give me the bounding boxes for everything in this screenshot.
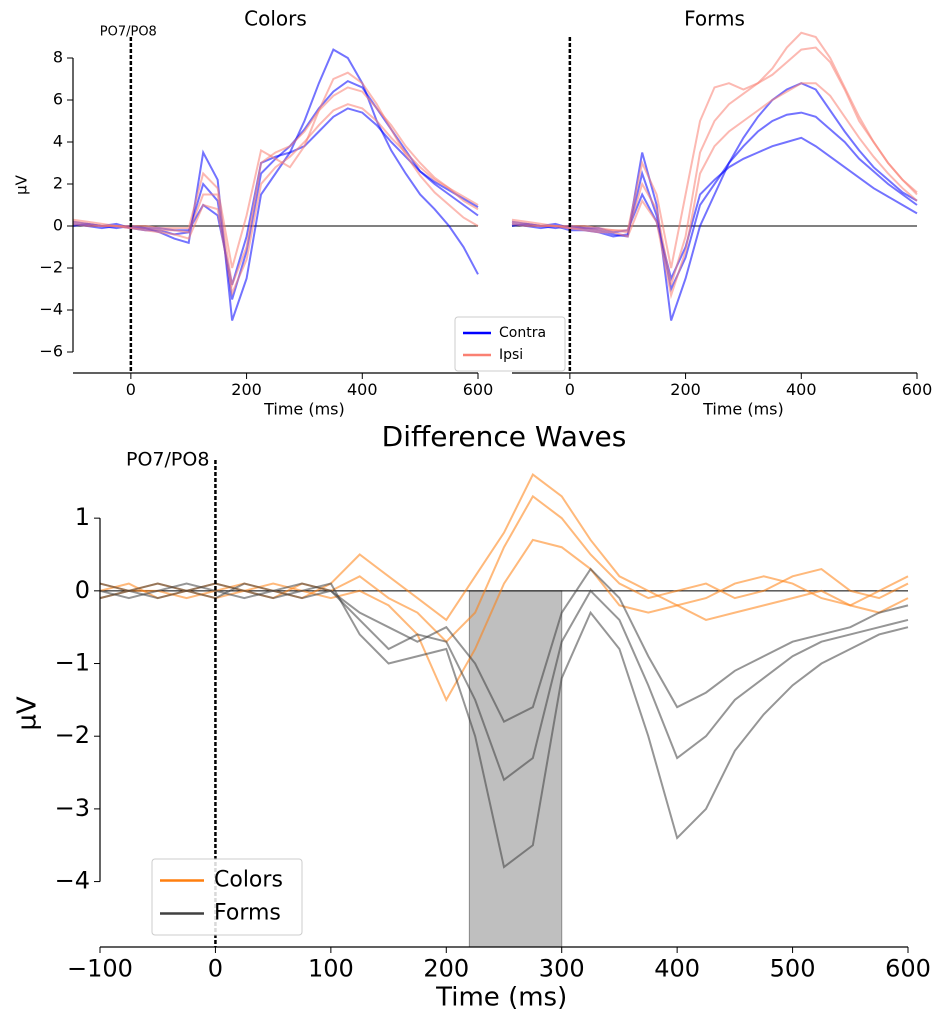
annotation: PO7/PO8 xyxy=(126,449,209,471)
y-tick-label: 8 xyxy=(53,48,63,67)
trace xyxy=(99,567,909,724)
x-tick-label: 200 xyxy=(670,380,701,399)
x-tick-label: 0 xyxy=(565,380,575,399)
trace xyxy=(511,136,918,282)
y-tick-label: 4 xyxy=(53,132,63,151)
chart-title: Forms xyxy=(684,7,745,31)
x-tick-label: 500 xyxy=(770,954,816,982)
trace xyxy=(511,82,918,321)
trace xyxy=(72,103,479,297)
y-tick-label: 0 xyxy=(75,576,90,604)
x-tick-label: 600 xyxy=(902,380,933,399)
trace xyxy=(99,473,909,622)
annotation: PO7/PO8 xyxy=(100,25,157,40)
trace xyxy=(511,46,918,286)
chart-title: Colors xyxy=(244,7,307,31)
x-axis-label: Time (ms) xyxy=(702,399,784,418)
x-tick-label: 300 xyxy=(539,954,585,982)
trace xyxy=(511,111,918,293)
x-tick-label: 0 xyxy=(126,380,136,399)
y-tick-label: 0 xyxy=(53,216,63,235)
y-tick-label: 1 xyxy=(75,503,90,531)
x-tick-label: −100 xyxy=(67,954,133,982)
y-tick-label: 6 xyxy=(53,90,63,109)
legend: Contra Ipsi xyxy=(454,316,566,372)
legend-frame xyxy=(454,316,566,372)
trace xyxy=(72,48,479,321)
trace xyxy=(99,582,909,782)
x-tick-label: 600 xyxy=(885,954,931,982)
y-tick-label: −3 xyxy=(55,794,90,822)
y-tick-label: −4 xyxy=(55,867,90,895)
x-tick-label: 200 xyxy=(423,954,469,982)
legend-frame xyxy=(151,858,303,936)
x-tick-label: 200 xyxy=(231,380,262,399)
x-axis-label: Time (ms) xyxy=(263,399,345,418)
x-tick-label: 400 xyxy=(347,380,378,399)
y-tick-label: −2 xyxy=(55,721,90,749)
y-tick-label: −1 xyxy=(55,649,90,677)
chart-title: Difference Waves xyxy=(382,420,627,453)
trace xyxy=(511,82,918,300)
y-axis-label: µV xyxy=(13,696,43,731)
x-tick-label: 600 xyxy=(463,380,494,399)
x-tick-label: 100 xyxy=(308,954,354,982)
trace xyxy=(72,86,479,289)
trace xyxy=(99,538,909,703)
legend-label: Ipsi xyxy=(499,347,523,363)
trace xyxy=(72,107,479,286)
y-tick-label: −4 xyxy=(39,300,63,319)
legend-label: Contra xyxy=(499,325,546,341)
x-axis-label: Time (ms) xyxy=(435,983,567,1013)
trace xyxy=(511,31,918,269)
y-tick-label: −2 xyxy=(39,258,63,277)
y-tick-label: −6 xyxy=(39,342,63,361)
y-tick-label: 2 xyxy=(53,174,63,193)
trace xyxy=(72,71,479,269)
x-tick-label: 0 xyxy=(208,954,223,982)
y-axis-label: µV xyxy=(13,174,31,195)
legend: Colors Forms xyxy=(151,858,303,936)
legend-label: Forms xyxy=(214,901,281,926)
x-tick-label: 400 xyxy=(654,954,700,982)
x-tick-label: 400 xyxy=(786,380,817,399)
legend-label: Colors xyxy=(214,868,283,893)
